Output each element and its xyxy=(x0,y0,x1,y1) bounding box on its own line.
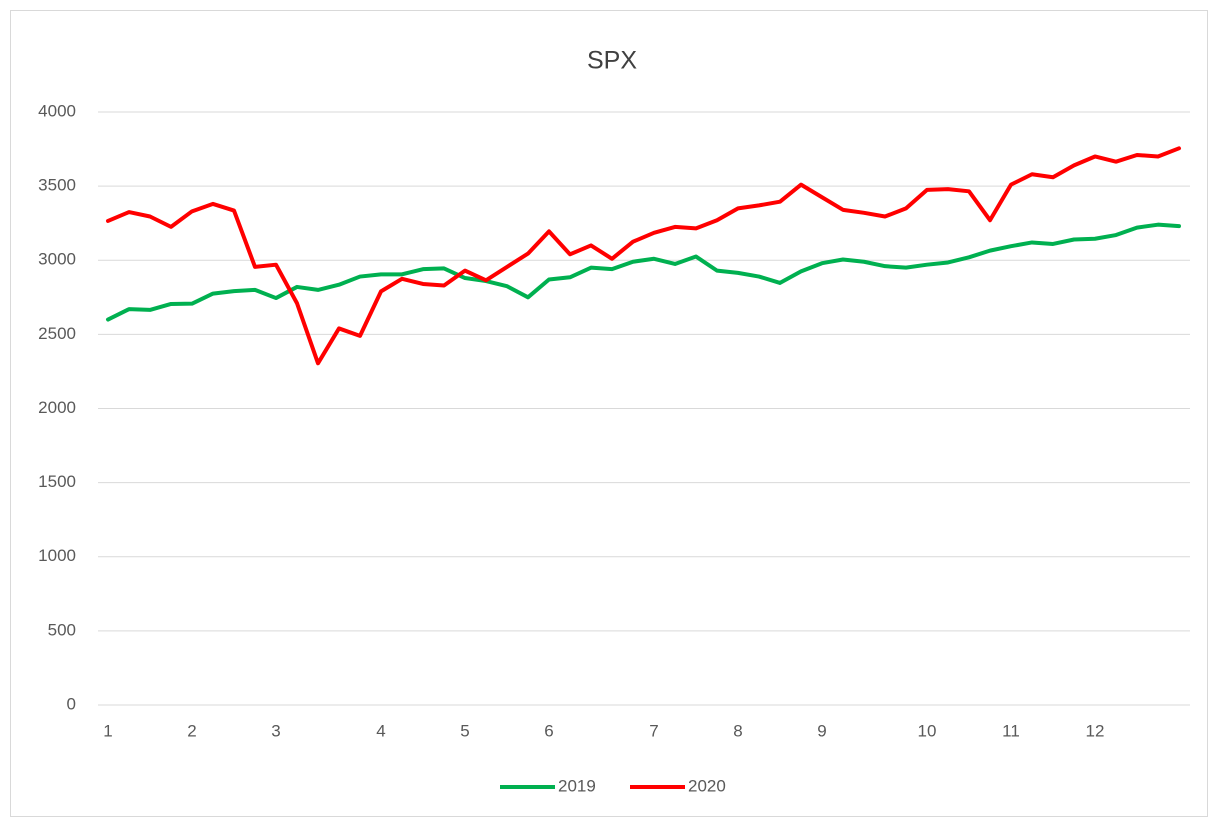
chart-border xyxy=(10,10,1208,817)
y-tick-label: 1500 xyxy=(38,472,76,491)
y-tick-label: 4000 xyxy=(38,101,76,120)
series-line xyxy=(106,222,1181,322)
y-tick-label: 2500 xyxy=(38,324,76,343)
x-tick-label: 8 xyxy=(733,721,742,740)
legend-label: 2019 xyxy=(558,776,596,795)
x-tick-label: 2 xyxy=(187,721,196,740)
y-tick-label: 2000 xyxy=(38,398,76,417)
x-tick-label: 11 xyxy=(1002,721,1020,740)
y-tick-label: 0 xyxy=(67,694,76,713)
chart-title: SPX xyxy=(587,47,637,75)
y-tick-label: 1000 xyxy=(38,546,76,565)
x-tick-label: 5 xyxy=(460,721,469,740)
x-tick-label: 9 xyxy=(817,721,826,740)
x-tick-label: 3 xyxy=(271,721,280,740)
x-tick-label: 4 xyxy=(376,721,385,740)
x-tick-label: 6 xyxy=(544,721,553,740)
y-tick-label: 3500 xyxy=(38,176,76,195)
series-line xyxy=(106,146,1181,366)
x-tick-label: 7 xyxy=(649,721,658,740)
legend-label: 2020 xyxy=(688,776,726,795)
y-tick-label: 500 xyxy=(48,620,76,639)
y-tick-label: 3000 xyxy=(38,250,76,269)
x-tick-label: 1 xyxy=(103,721,112,740)
x-tick-label: 10 xyxy=(918,721,937,740)
x-tick-label: 12 xyxy=(1086,721,1105,740)
